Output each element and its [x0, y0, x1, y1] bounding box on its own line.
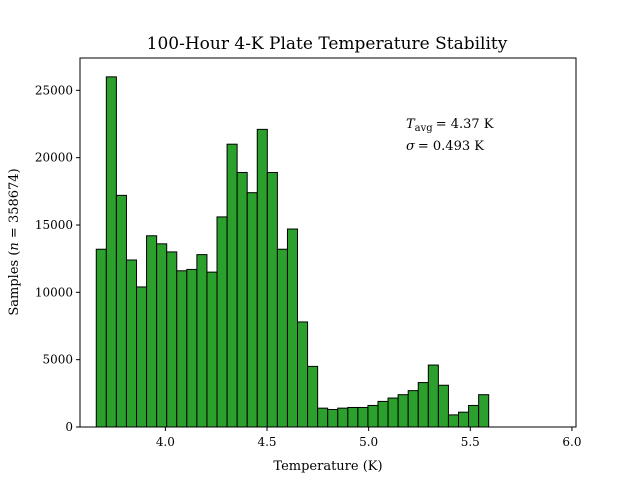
histogram-bar: [367, 404, 379, 428]
histogram-bar: [246, 192, 258, 428]
x-tick-label: 4.0: [156, 435, 175, 449]
chart-title: 100-Hour 4-K Plate Temperature Stability: [147, 34, 508, 54]
histogram-bar: [397, 394, 409, 428]
y-axis-label: Samples (n = 358674): [7, 168, 22, 315]
histogram-bar: [297, 321, 309, 428]
histogram-bar: [115, 194, 127, 428]
histogram-bar: [437, 384, 449, 428]
histogram-bar: [166, 251, 178, 428]
x-axis-label: Temperature (K): [273, 459, 382, 474]
mean-value: = 4.37 K: [436, 117, 494, 132]
y-tick-label: 10000: [35, 285, 73, 299]
mean-annotation: Tavg = 4.37 K: [406, 117, 494, 134]
histogram-bar: [447, 414, 460, 428]
x-tick-label: 5.0: [359, 435, 378, 449]
std-symbol: σ: [406, 139, 416, 154]
histogram-bar: [307, 365, 319, 428]
std-value: = 0.493 K: [418, 139, 484, 154]
y-tick-label: 5000: [42, 353, 73, 367]
histogram-bar: [407, 390, 419, 428]
histogram-bar: [196, 254, 208, 428]
y-tick-label: 15000: [35, 218, 73, 232]
histogram-bar: [417, 382, 429, 428]
x-tick-label: 4.5: [257, 435, 276, 449]
std-annotation: σ = 0.493 K: [406, 139, 484, 154]
histogram-bar: [136, 286, 148, 428]
histogram-bar: [95, 248, 107, 428]
histogram-bar: [146, 235, 158, 428]
y-tick-label: 25000: [35, 83, 73, 97]
histogram-bar: [206, 271, 218, 428]
plot-frame: [79, 57, 577, 428]
histogram-bar: [125, 259, 138, 428]
y-axis-ticks: 0 5000 10000 15000 20000 25000: [35, 83, 80, 434]
bars-group: [95, 76, 490, 428]
histogram-bar: [337, 407, 349, 428]
histogram-bar: [478, 394, 490, 428]
histogram-bar: [216, 216, 228, 428]
y-axis-label-prefix: Samples (: [7, 251, 22, 316]
histogram-bar: [156, 243, 168, 428]
x-tick-label: 6.0: [562, 435, 581, 449]
histogram-bar: [427, 364, 439, 428]
histogram-bar: [256, 128, 268, 428]
y-tick-label: 0: [65, 420, 73, 434]
histogram-bar: [176, 270, 188, 428]
histogram-bar: [276, 248, 288, 428]
histogram-bar: [317, 407, 329, 428]
histogram-bar: [327, 408, 339, 428]
mean-symbol: T: [406, 117, 416, 132]
histogram-bar: [377, 400, 389, 428]
histogram-bar: [186, 268, 198, 428]
histogram-bar: [387, 397, 399, 428]
histogram-bar: [105, 76, 117, 428]
histogram-bar: [458, 411, 470, 428]
histogram-bar: [357, 406, 369, 428]
histogram-bar: [286, 228, 299, 428]
histogram-bar: [236, 171, 248, 428]
x-axis-ticks: 4.0 4.5 5.0 5.5 6.0: [156, 427, 581, 449]
histogram-bar: [347, 406, 359, 428]
histogram-bar: [266, 171, 278, 428]
histogram-bar: [468, 404, 480, 428]
mean-subscript: avg: [415, 123, 434, 134]
y-axis-label-n: n: [7, 242, 22, 250]
histogram-bar: [226, 143, 238, 428]
y-axis-label-suffix: = 358674): [7, 168, 22, 242]
y-tick-label: 20000: [35, 151, 73, 165]
x-tick-label: 5.5: [461, 435, 480, 449]
